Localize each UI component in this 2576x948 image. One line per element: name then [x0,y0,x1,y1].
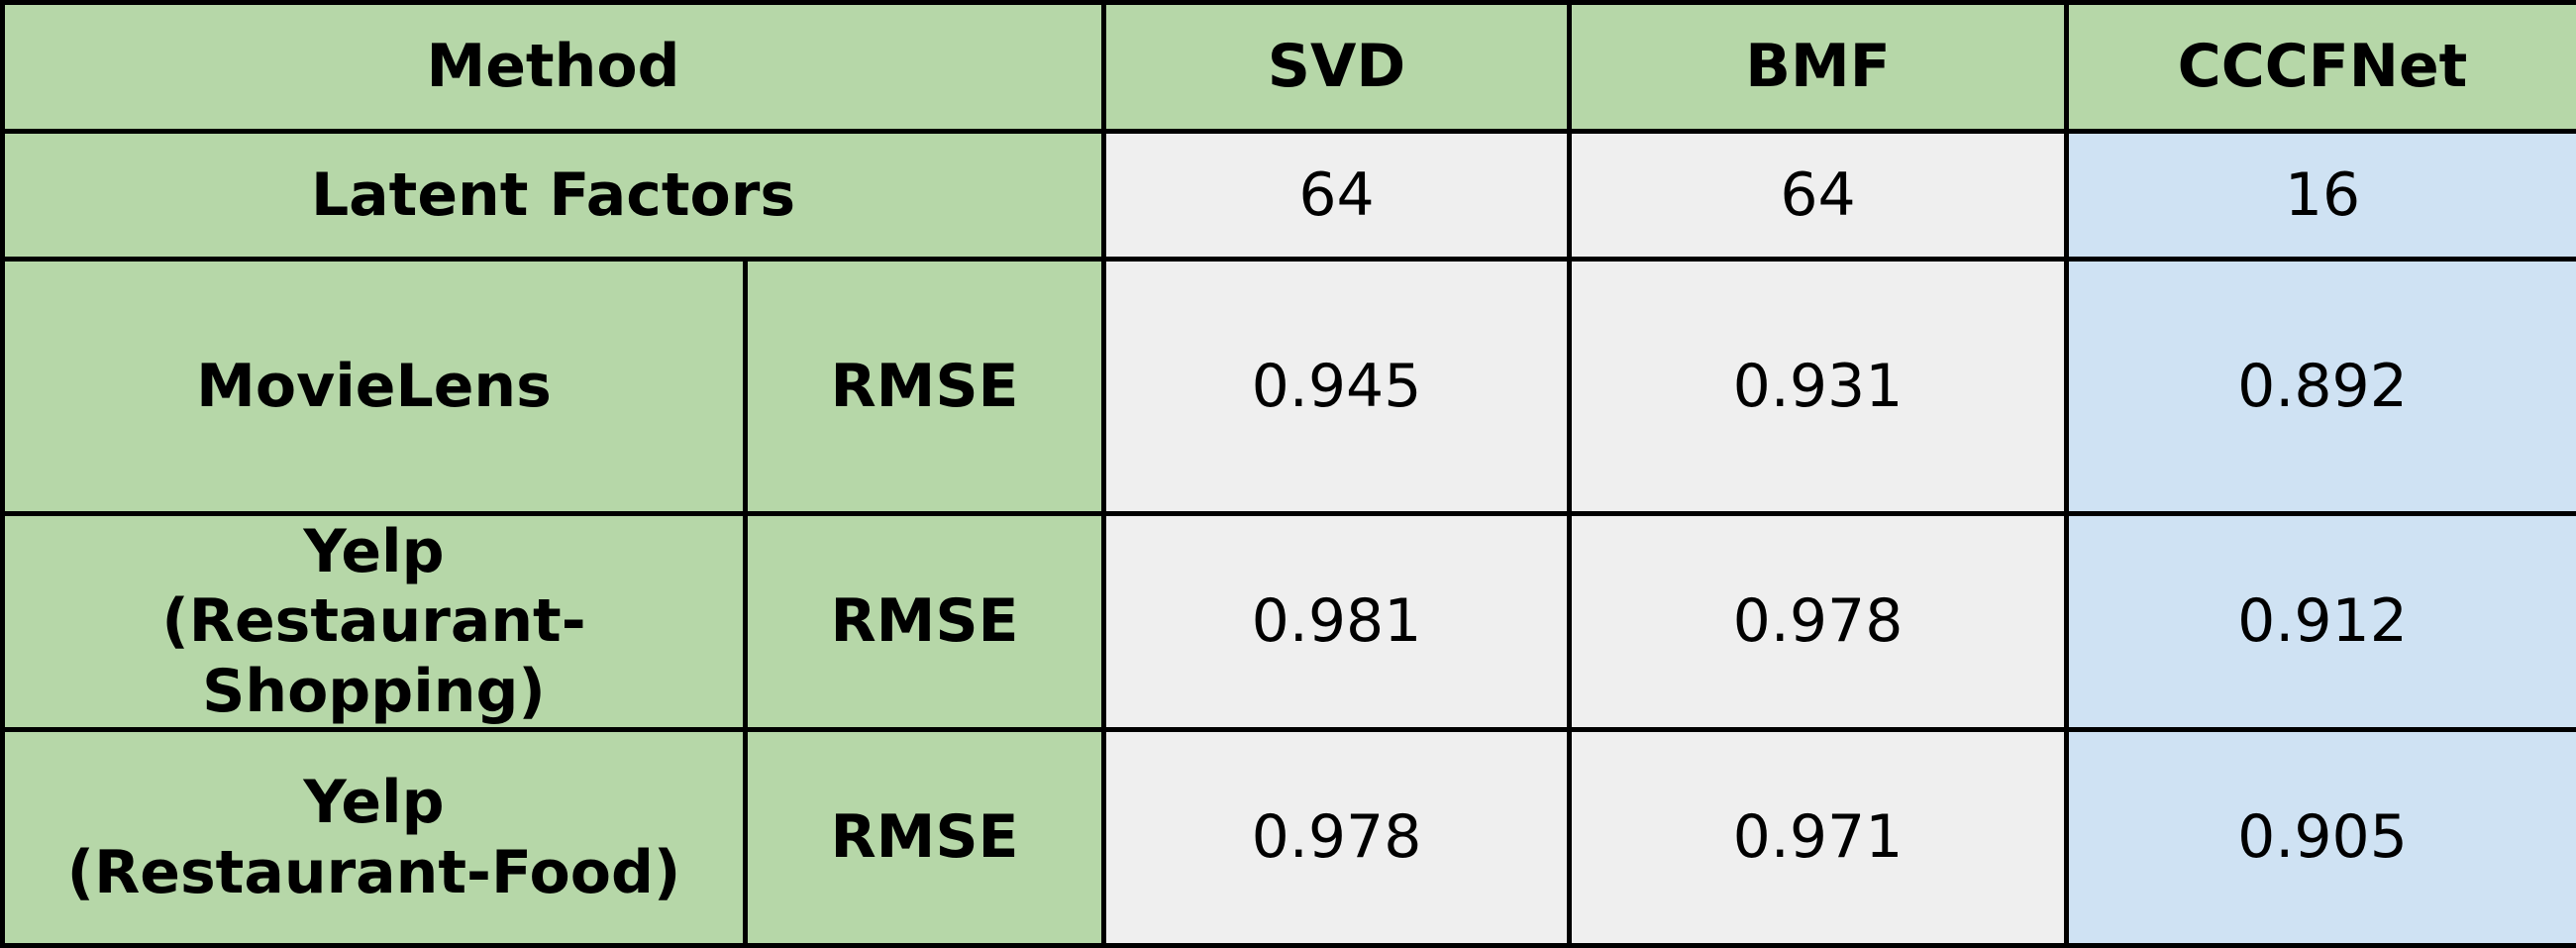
latent-factors-label: Latent Factors [0,129,1106,262]
latent-factors-row: Latent Factors 64 64 16 [0,129,2576,262]
dataset-cell-yelp-shopping: Yelp (Restaurant-Shopping) [0,511,748,733]
dataset-cell-movielens: MovieLens [0,256,748,517]
table-row: MovieLens RMSE 0.945 0.931 0.892 [0,256,2576,517]
value-cell-bmf: 0.931 [1567,256,2069,517]
table-row: Yelp (Restaurant-Shopping) RMSE 0.981 0.… [0,511,2576,733]
dataset-name-line2: (Restaurant-Food) [66,837,681,907]
latent-factors-bmf: 64 [1567,129,2069,262]
value-cell-cccfnet: 0.892 [2064,256,2576,517]
dataset-cell-yelp-food: Yelp (Restaurant-Food) [0,727,748,948]
latent-factors-cccfnet: 16 [2064,129,2576,262]
method-header-cell: Method [0,0,1106,135]
metric-cell: RMSE [743,511,1106,733]
dataset-name-line1: MovieLens [196,351,552,421]
method-svd-header: SVD [1101,0,1572,135]
method-bmf-header: BMF [1567,0,2069,135]
dataset-name-line1: Yelp [303,767,445,837]
value-cell-cccfnet: 0.912 [2064,511,2576,733]
header-row: Method SVD BMF CCCFNet [0,0,2576,135]
metric-cell: RMSE [743,256,1106,517]
value-cell-bmf: 0.978 [1567,511,2069,733]
dataset-name-line2: (Restaurant-Shopping) [161,586,586,727]
table-row: Yelp (Restaurant-Food) RMSE 0.978 0.971 … [0,727,2576,948]
value-cell-svd: 0.981 [1101,511,1572,733]
value-cell-svd: 0.945 [1101,256,1572,517]
latent-factors-svd: 64 [1101,129,1572,262]
value-cell-bmf: 0.971 [1567,727,2069,948]
metric-cell: RMSE [743,727,1106,948]
value-cell-svd: 0.978 [1101,727,1572,948]
dataset-name-line1: Yelp [303,516,445,586]
method-cccfnet-header: CCCFNet [2064,0,2576,135]
value-cell-cccfnet: 0.905 [2064,727,2576,948]
